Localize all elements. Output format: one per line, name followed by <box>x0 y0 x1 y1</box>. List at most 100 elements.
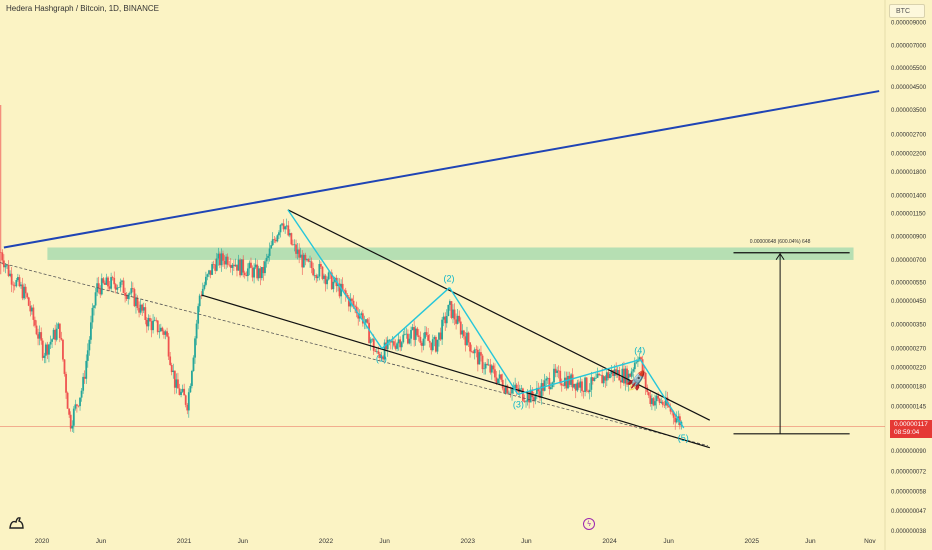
candle-body <box>604 376 607 381</box>
candle-body <box>668 405 670 408</box>
candle-body <box>72 408 75 426</box>
tradingview-logo-icon[interactable] <box>8 514 26 530</box>
y-tick-label: 0.000000270 <box>891 347 927 353</box>
candle-body <box>142 307 145 311</box>
candle-body <box>609 374 611 379</box>
candle-body <box>69 414 72 429</box>
candle-body <box>194 338 196 358</box>
candle-body <box>529 389 532 403</box>
candle-body <box>200 295 203 297</box>
candle-body <box>85 360 88 379</box>
candle-body <box>371 338 374 340</box>
candle-body <box>577 382 580 388</box>
candle-body <box>664 397 667 406</box>
candle-body <box>347 297 350 307</box>
candle-body <box>383 342 386 360</box>
y-tick-label: 0.000000220 <box>891 366 927 372</box>
candle-body <box>532 397 535 401</box>
candle-body <box>166 331 168 337</box>
candle-body <box>579 381 582 388</box>
candle-body <box>481 355 484 370</box>
candle-body <box>38 332 41 339</box>
candle-body <box>543 380 546 391</box>
candle-body <box>180 391 182 395</box>
candle-body <box>475 349 478 350</box>
candle-body <box>559 370 562 384</box>
candle-body <box>640 357 642 360</box>
candle-body <box>397 339 400 344</box>
candle-body <box>494 369 496 378</box>
y-tick-label: 0.000000047 <box>891 509 927 515</box>
candle-body <box>478 352 481 365</box>
candle-body <box>156 320 159 333</box>
y-tick-label: 0.000000145 <box>891 404 927 410</box>
candle-body <box>549 387 552 390</box>
candle-body <box>411 327 414 331</box>
candle-body <box>497 378 499 384</box>
candle-body <box>402 334 405 343</box>
current-price-value: 0.00000117 <box>894 421 928 428</box>
candle-body <box>214 264 217 271</box>
candle-body <box>254 264 257 268</box>
candle-body <box>270 245 273 249</box>
candle-body <box>315 275 318 279</box>
candle-body <box>316 276 319 279</box>
candle-body <box>16 277 19 281</box>
candle-body <box>250 262 252 268</box>
candle-body <box>172 370 175 373</box>
candle-body <box>298 249 301 258</box>
candle-body <box>74 404 77 409</box>
candle-body <box>672 411 675 418</box>
candle-body <box>346 295 349 298</box>
candle-body <box>245 275 248 277</box>
candle-body <box>554 368 557 373</box>
candle-body <box>557 370 560 372</box>
currency-button[interactable]: BTC <box>889 4 925 18</box>
candle-body <box>189 385 192 393</box>
candle-body <box>27 297 30 306</box>
current-price-tag: 0.00000117 08:59:04 <box>890 420 932 438</box>
candle-body <box>285 225 288 227</box>
candle-body <box>29 305 32 312</box>
candle-body <box>623 368 625 384</box>
candle-body <box>476 349 479 365</box>
y-tick-label: 0.000000180 <box>891 384 927 390</box>
candle-body <box>545 378 548 381</box>
candle-body <box>206 274 209 277</box>
candle-body <box>21 284 24 299</box>
candle-body <box>632 369 635 372</box>
candle-body <box>91 307 94 323</box>
candle-body <box>201 288 204 296</box>
candle-body <box>122 280 125 293</box>
candle-body <box>649 395 652 404</box>
candle-body <box>473 349 476 354</box>
candle-body <box>86 350 89 361</box>
candle-body <box>633 362 636 370</box>
candle-body <box>548 378 551 390</box>
wedge-lower-line <box>201 294 710 449</box>
candle-body <box>416 328 419 336</box>
x-tick-label: 2025 <box>745 538 760 545</box>
y-tick-label: 0.000000090 <box>891 449 927 455</box>
candle-body <box>360 313 363 316</box>
candle-body <box>257 268 260 279</box>
measure-label: 0.00000648 (600.04%) 648 <box>750 239 811 245</box>
lightning-icon[interactable]: ϟ <box>583 518 595 530</box>
candle-body <box>107 277 109 287</box>
candle-body <box>393 341 395 346</box>
candle-body <box>253 267 255 278</box>
candle-body <box>351 298 353 301</box>
wave-label: (5) <box>678 433 689 443</box>
candle-body <box>610 370 613 375</box>
candle-body <box>330 272 333 290</box>
wave-label: (1) <box>376 354 387 364</box>
candle-body <box>522 388 524 401</box>
candle-body <box>377 351 380 354</box>
dashed-support-line <box>0 262 708 447</box>
candle-body <box>565 377 568 389</box>
candle-body <box>643 372 646 373</box>
candle-body <box>135 297 137 307</box>
candle-body <box>573 383 576 388</box>
candle-body <box>442 316 445 320</box>
